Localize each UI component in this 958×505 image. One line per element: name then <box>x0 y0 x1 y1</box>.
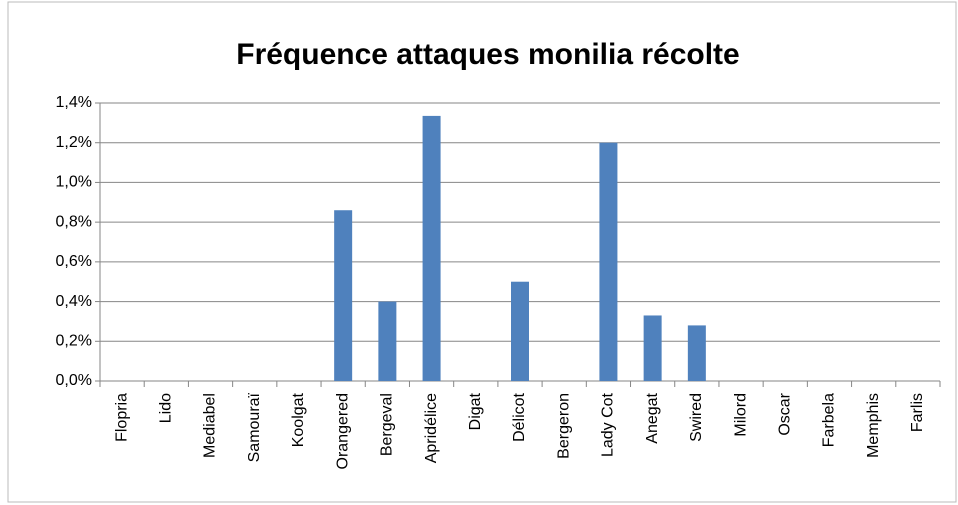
y-tick-label: 0,8% <box>56 213 92 230</box>
x-tick-label: Farbela <box>821 393 838 447</box>
x-tick-label: Lady Cot <box>600 392 617 457</box>
y-tick-label: 1,0% <box>56 174 92 191</box>
x-tick-label: Mediabel <box>202 393 219 458</box>
x-tick-label: Lido <box>158 393 175 423</box>
bar <box>643 315 662 381</box>
bar <box>511 281 529 381</box>
x-tick-label: Digat <box>467 392 484 430</box>
bar <box>334 210 353 381</box>
x-tick-label: Bergeron <box>555 393 572 459</box>
chart-title: Fréquence attaques monilia récolte <box>236 38 739 71</box>
x-tick-label: Flopria <box>113 393 130 442</box>
y-tick-label: 0,0% <box>56 372 92 389</box>
y-tick-label: 0,4% <box>56 293 92 310</box>
chart-frame <box>7 1 957 503</box>
bar <box>687 325 706 381</box>
y-tick-label: 1,2% <box>56 134 92 151</box>
bar <box>378 301 397 381</box>
bar <box>599 142 618 381</box>
x-tick-label: Memphis <box>865 393 882 458</box>
y-tick-label: 0,6% <box>56 253 92 270</box>
y-tick-label: 0,2% <box>56 333 92 350</box>
x-tick-label: Koolgat <box>290 392 307 447</box>
bar <box>422 115 441 382</box>
x-tick-label: Bergeval <box>379 393 396 456</box>
x-tick-label: Farlis <box>909 393 926 432</box>
x-tick-label: Swired <box>688 393 705 442</box>
x-tick-label: Délicot <box>511 392 528 441</box>
x-tick-label: Samouraï <box>246 392 263 462</box>
y-tick-label: 1,4% <box>56 94 92 111</box>
x-tick-label: Milord <box>732 393 749 437</box>
x-tick-label: Anegat <box>644 392 661 443</box>
x-tick-label: Orangered <box>334 393 351 470</box>
x-tick-label: Apridélice <box>423 393 440 463</box>
x-tick-label: Oscar <box>776 392 793 435</box>
